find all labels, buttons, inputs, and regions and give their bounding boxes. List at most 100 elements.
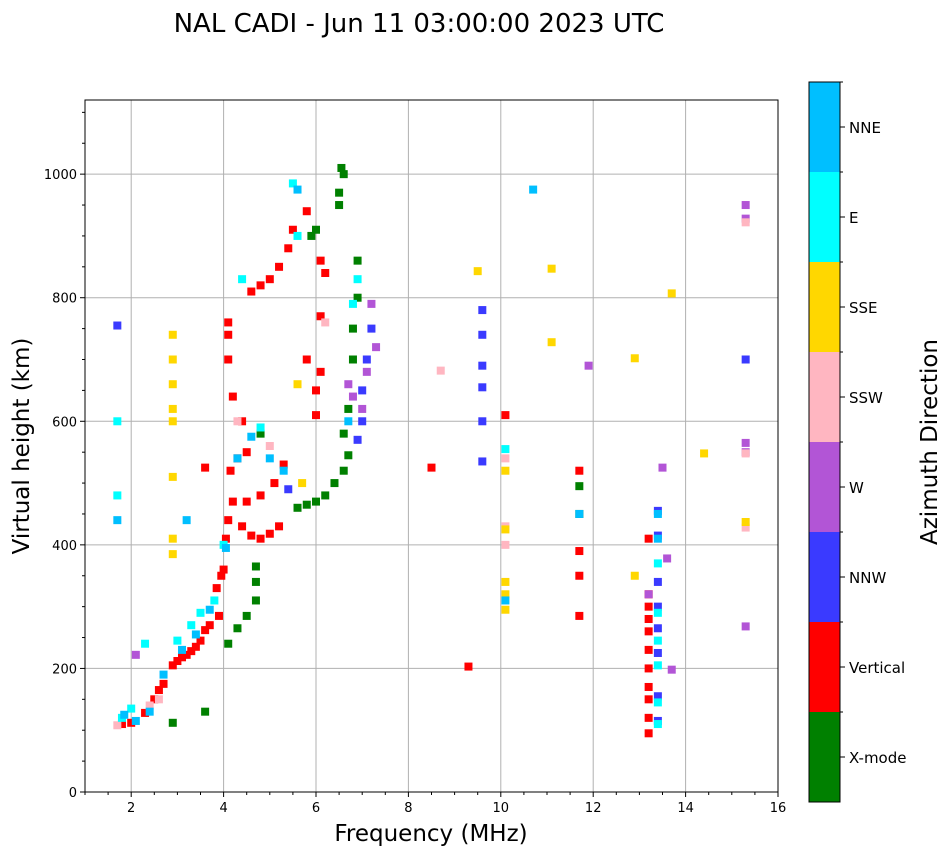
- data-point-vertical: [224, 330, 233, 339]
- data-point-nnw: [653, 648, 662, 657]
- data-point-vertical: [644, 645, 653, 654]
- data-point-w: [367, 299, 376, 308]
- colorbar-tick-label: NNE: [849, 119, 881, 137]
- data-point-x-mode: [353, 293, 362, 302]
- y-tick-label: 200: [52, 662, 77, 677]
- data-point-nne: [233, 454, 242, 463]
- data-point-x-mode: [348, 324, 357, 333]
- data-point-sse: [168, 355, 177, 364]
- data-point-vertical: [284, 244, 293, 253]
- data-point-nnw: [367, 324, 376, 333]
- data-point-vertical: [159, 679, 168, 688]
- data-point-vertical: [644, 695, 653, 704]
- data-point-nne: [265, 454, 274, 463]
- data-point-sse: [168, 330, 177, 339]
- data-point-e: [187, 621, 196, 630]
- data-point-e: [113, 417, 122, 426]
- data-point-sse: [298, 479, 307, 488]
- data-point-vertical: [256, 281, 265, 290]
- data-point-vertical: [238, 417, 247, 426]
- data-point-vertical: [427, 463, 436, 472]
- data-point-vertical: [224, 318, 233, 327]
- data-point-vertical: [302, 207, 311, 216]
- data-point-nne: [247, 432, 256, 441]
- data-point-e: [113, 491, 122, 500]
- data-point-e: [501, 445, 510, 454]
- data-point-x-mode: [339, 170, 348, 179]
- data-point-w: [644, 590, 653, 599]
- data-point-vertical: [644, 627, 653, 636]
- data-point-vertical: [275, 522, 284, 531]
- data-point-w: [741, 438, 750, 447]
- y-tick-label: 800: [52, 292, 77, 307]
- data-point-w: [344, 380, 353, 389]
- data-point-vertical: [242, 448, 251, 457]
- data-point-nnw: [353, 435, 362, 444]
- data-point-vertical: [288, 225, 297, 234]
- colorbar-tick-label: Vertical: [849, 659, 905, 677]
- data-point-vertical: [316, 367, 325, 376]
- data-point-vertical: [247, 287, 256, 296]
- data-point-sse: [547, 338, 556, 347]
- data-point-nnw: [358, 417, 367, 426]
- data-point-x-mode: [344, 404, 353, 413]
- data-point-vertical: [644, 729, 653, 738]
- data-point-e: [256, 423, 265, 432]
- data-point-vertical: [217, 571, 226, 580]
- data-point-vertical: [279, 460, 288, 469]
- data-point-ssw: [501, 540, 510, 549]
- colorbar-tick-label: SSE: [849, 299, 878, 317]
- data-point-x-mode: [307, 231, 316, 240]
- colorbar-segment: [809, 532, 840, 622]
- data-point-sse: [168, 417, 177, 426]
- data-point-nnw: [478, 457, 487, 466]
- data-point-vertical: [270, 479, 279, 488]
- data-point-nnw: [653, 624, 662, 633]
- data-point-vertical: [256, 491, 265, 500]
- grid-lines: [85, 100, 779, 793]
- data-point-nne: [653, 509, 662, 518]
- x-tick-label: 6: [312, 801, 320, 816]
- data-point-vertical: [316, 312, 325, 321]
- data-point-vertical: [644, 602, 653, 611]
- data-point-vertical: [644, 615, 653, 623]
- data-point-x-mode: [251, 562, 260, 571]
- data-point-x-mode: [224, 639, 233, 648]
- data-point-nne: [182, 516, 191, 525]
- data-point-x-mode: [251, 577, 260, 586]
- data-point-sse: [630, 571, 639, 580]
- data-point-e: [293, 231, 302, 240]
- data-point-nne: [501, 596, 510, 605]
- data-point-w: [741, 201, 750, 210]
- data-point-e: [653, 636, 662, 645]
- colorbar-segment: [809, 172, 840, 262]
- data-point-vertical: [141, 708, 150, 717]
- data-point-sse: [168, 404, 177, 413]
- data-point-vertical: [201, 626, 210, 635]
- data-point-vertical: [182, 650, 191, 659]
- data-point-ssw: [154, 695, 163, 704]
- data-point-nne: [191, 630, 200, 639]
- data-point-sse: [293, 380, 302, 389]
- colorbar-segment: [809, 622, 840, 712]
- data-point-sse: [501, 590, 510, 599]
- data-point-vertical: [256, 534, 265, 543]
- data-point-w: [131, 650, 140, 659]
- chart-title: NAL CADI - Jun 11 03:00:00 2023 UTC: [174, 9, 665, 39]
- data-point-sse: [168, 472, 177, 481]
- data-point-x-mode: [302, 500, 311, 509]
- data-point-e: [127, 704, 136, 713]
- data-point-sse: [501, 466, 510, 475]
- data-point-x-mode: [321, 491, 330, 500]
- data-point-x-mode: [575, 482, 584, 491]
- data-point-sse: [473, 267, 482, 276]
- data-point-sse: [168, 550, 177, 559]
- data-point-e: [653, 608, 662, 617]
- data-point-sse: [501, 577, 510, 586]
- data-point-vertical: [226, 466, 235, 475]
- data-point-x-mode: [335, 188, 344, 197]
- data-point-vertical: [228, 497, 237, 506]
- data-point-sse: [168, 380, 177, 389]
- data-point-ssw: [436, 366, 445, 375]
